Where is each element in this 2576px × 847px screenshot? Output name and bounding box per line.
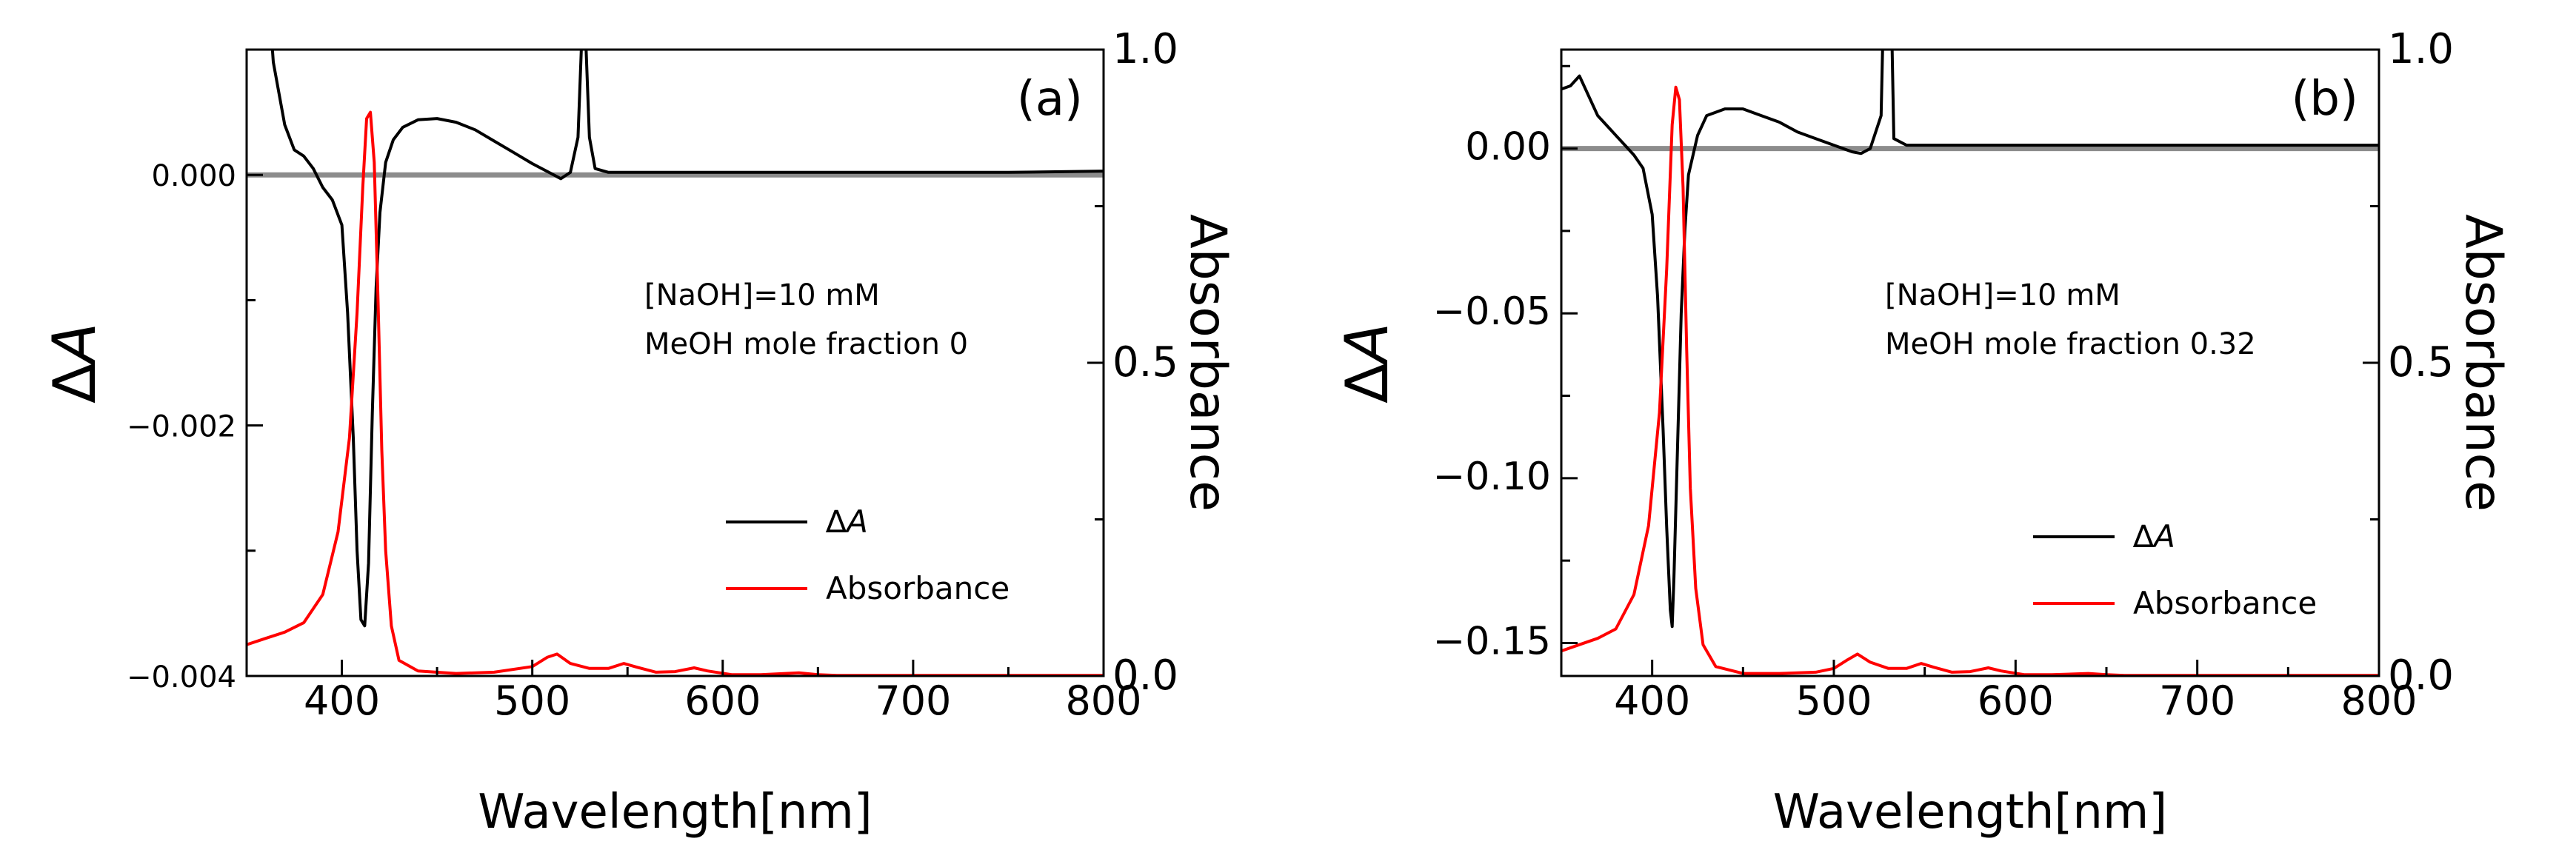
y-right-tick-label: 0.0: [1112, 652, 1178, 700]
y-left-tick-label: −0.004: [127, 660, 236, 694]
legend-label: ∆A: [2132, 518, 2175, 555]
y-right-axis-title: Absorbance: [2454, 214, 2512, 512]
y-right-tick-label: 0.0: [2388, 652, 2454, 700]
condition-annotation: [NaOH]=10 mM: [644, 278, 880, 312]
legend: ∆A Absorbance: [726, 503, 1010, 606]
chart-panel-a: 400 500 600 700 800 0.000 −0.002 −0.004 1.0 0.5 0.…: [40, 25, 1237, 840]
delta-a-series-line: [270, 50, 1104, 628]
chart-panel-b: 400 500 600 700 800 0.00 −0.05 −0.10 −0.15 1.0 0.5…: [1332, 25, 2512, 840]
y-right-tick-label: 1.0: [2388, 25, 2454, 73]
condition-annotation: [NaOH]=10 mM: [1885, 278, 2120, 312]
y-right-tick-label: 1.0: [1112, 25, 1178, 73]
legend-label: ∆A: [825, 503, 868, 540]
y-left-tick-label: −0.002: [127, 410, 236, 444]
legend: ∆A Absorbance: [2033, 518, 2317, 621]
x-tick-label: 600: [684, 677, 761, 724]
x-tick-label: 800: [2340, 677, 2417, 724]
delta-a-series-line: [1561, 50, 2379, 629]
x-tick-label: 400: [304, 677, 380, 724]
y-left-tick-label: −0.10: [1433, 455, 1551, 499]
panel-label: (a): [1017, 72, 1083, 127]
x-tick-label: 500: [494, 677, 570, 724]
condition-annotation: MeOH mole fraction 0: [644, 327, 968, 361]
y-left-axis-title: ∆A: [40, 323, 109, 404]
y-left-tick-label: −0.15: [1433, 619, 1551, 663]
plot-frame: [1560, 48, 2380, 677]
y-left-axis-title: ∆A: [1332, 323, 1401, 404]
x-axis-title: Wavelength[nm]: [1773, 785, 2168, 840]
x-tick-label: 600: [1978, 677, 2054, 724]
x-tick-label: 700: [875, 677, 951, 724]
y-right-axis-title: Absorbance: [1178, 214, 1237, 512]
y-left-tick-label: 0.000: [151, 159, 236, 193]
x-tick-label: 500: [1795, 677, 1872, 724]
y-right-tick-label: 0.5: [2388, 338, 2454, 386]
x-axis-title: Wavelength[nm]: [478, 785, 872, 840]
absorbance-series-line: [247, 110, 1104, 676]
y-right-tick-label: 0.5: [1112, 338, 1178, 386]
absorbance-series-line: [1561, 85, 2379, 676]
x-tick-label: 800: [1065, 677, 1141, 724]
legend-label: Absorbance: [2133, 585, 2317, 621]
x-tick-label: 400: [1614, 677, 1690, 724]
y-left-tick-label: 0.00: [1465, 125, 1551, 170]
panel-label: (b): [2291, 72, 2358, 127]
condition-annotation: MeOH mole fraction 0.32: [1885, 327, 2256, 361]
legend-label: Absorbance: [826, 570, 1010, 606]
y-left-tick-label: −0.05: [1433, 289, 1551, 334]
x-tick-label: 700: [2159, 677, 2235, 724]
